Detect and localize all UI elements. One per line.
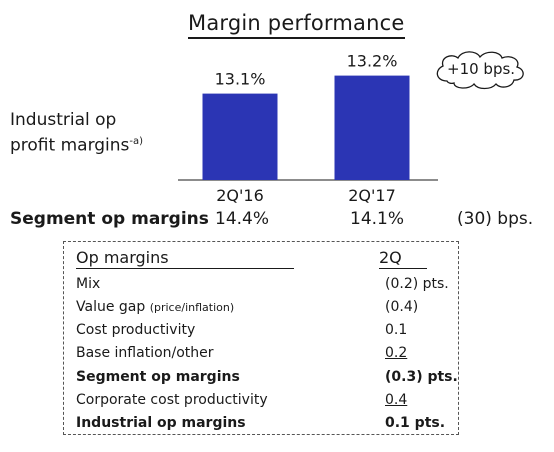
table-row-value: (0.4) bbox=[385, 299, 419, 315]
x-tick-label: 2Q'17 bbox=[348, 186, 396, 205]
table-row-sublabel: (price/inflation) bbox=[149, 301, 235, 314]
op-margins-table: Op margins 2Q Mix (0.2) pts. Value gap (… bbox=[63, 241, 459, 435]
y-axis-label-line2: profit margins bbox=[10, 135, 130, 156]
table-row-value: (0.2) pts. bbox=[385, 276, 449, 292]
y-axis-label: Industrial op profit margins-a) bbox=[10, 110, 143, 157]
segment-delta: (30) bps. bbox=[457, 209, 534, 229]
bar-value-label: 13.1% bbox=[215, 70, 266, 89]
table-header-2q: 2Q bbox=[379, 248, 427, 269]
segment-value-2q16: 14.4% bbox=[215, 209, 270, 229]
chart-title: Margin performance bbox=[188, 10, 405, 39]
table-row-label: Value gap (price/inflation) bbox=[76, 299, 234, 315]
segment-value-2q17: 14.1% bbox=[350, 209, 405, 229]
segment-label: Segment op margins bbox=[10, 209, 209, 229]
table-row-label-main: Value gap bbox=[76, 299, 146, 315]
table-row-value: 0.1 bbox=[385, 322, 408, 338]
table-row-value: 0.2 bbox=[385, 345, 408, 361]
y-axis-label-note: -a) bbox=[129, 136, 144, 147]
table-row-value: 0.1 pts. bbox=[385, 415, 446, 431]
cloud-icon bbox=[436, 51, 524, 90]
callout-text: +10 bps. bbox=[447, 60, 516, 78]
bar-chart: 13.1% 2Q'16 13.2% 2Q'17 bbox=[178, 51, 524, 205]
table-row-label: Base inflation/other bbox=[76, 345, 214, 361]
y-axis-label-line1: Industrial op bbox=[10, 110, 117, 130]
table-row-value: 0.4 bbox=[385, 392, 408, 408]
table-header-label: Op margins bbox=[76, 248, 294, 269]
bar-value-label: 13.2% bbox=[347, 52, 398, 71]
x-tick-label: 2Q'16 bbox=[216, 186, 264, 205]
table-row-label: Corporate cost productivity bbox=[76, 392, 268, 408]
table-row-label: Industrial op margins bbox=[76, 415, 246, 431]
bar-2Q'16 bbox=[202, 93, 278, 180]
table-row-label: Segment op margins bbox=[76, 369, 240, 385]
table-row-value: (0.3) pts. bbox=[385, 369, 458, 385]
table-row-label: Mix bbox=[76, 276, 101, 292]
table-row-label: Cost productivity bbox=[76, 322, 196, 338]
bar-2Q'17 bbox=[334, 75, 410, 180]
